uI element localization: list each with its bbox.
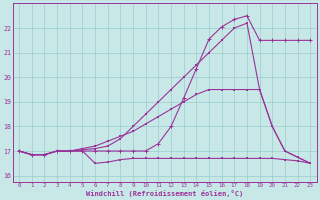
- X-axis label: Windchill (Refroidissement éolien,°C): Windchill (Refroidissement éolien,°C): [86, 190, 243, 197]
